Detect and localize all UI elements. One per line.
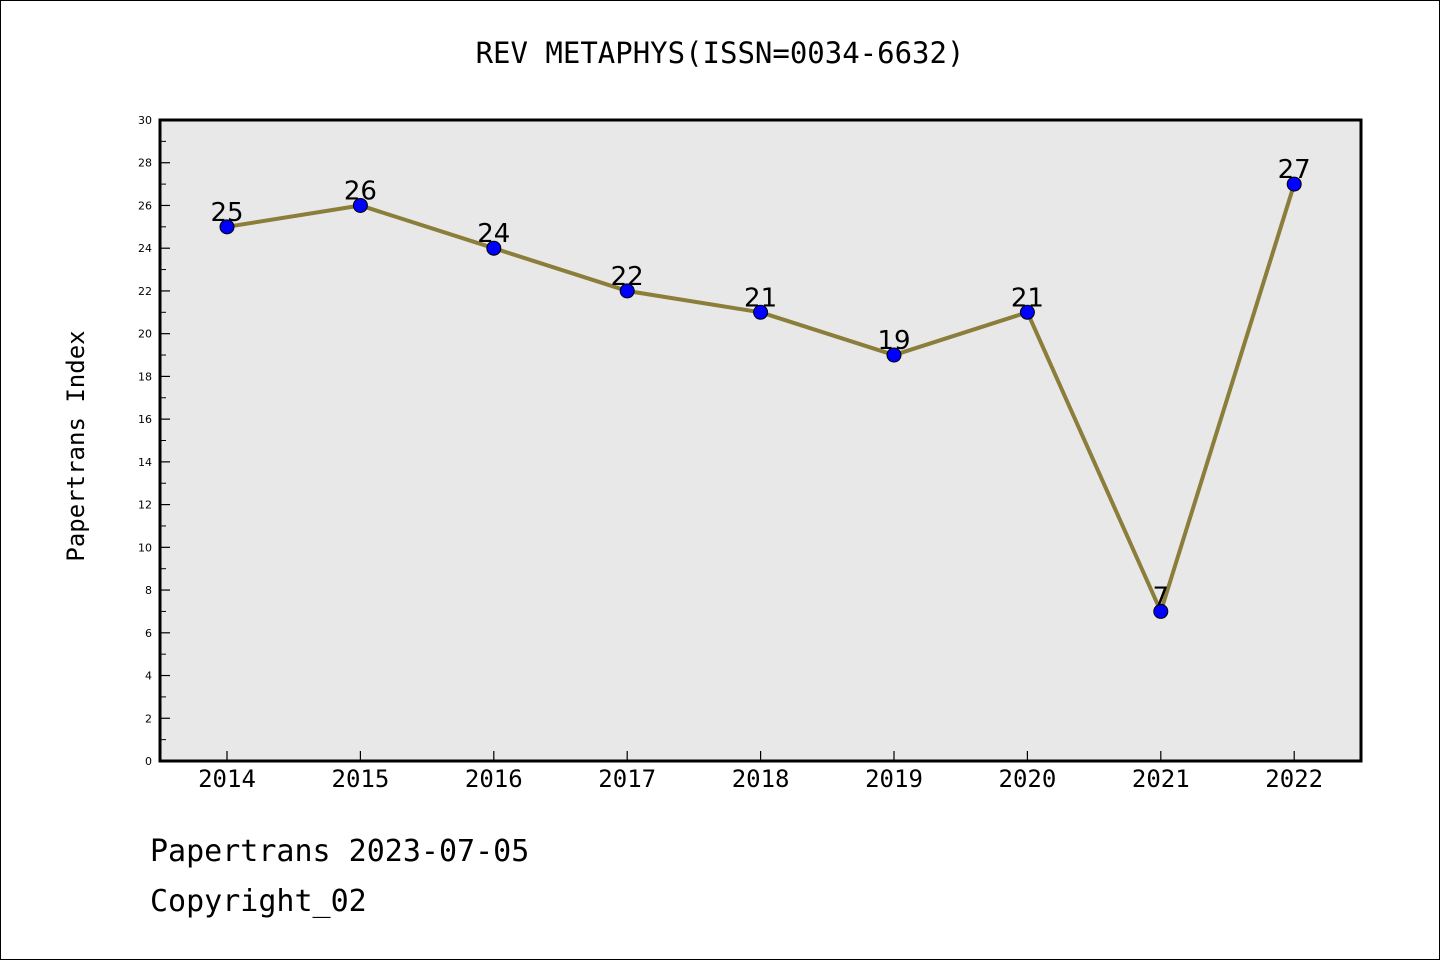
data-label: 7 (1153, 582, 1170, 612)
y-tick-label: 14 (138, 456, 152, 469)
x-tick-label: 2020 (999, 765, 1057, 793)
data-label: 26 (344, 176, 377, 206)
y-tick-label: 26 (138, 199, 152, 212)
x-tick-label: 2014 (198, 765, 256, 793)
x-tick-label: 2019 (865, 765, 923, 793)
y-tick-label: 24 (138, 242, 152, 255)
data-label: 21 (744, 283, 777, 313)
data-point (1286, 176, 1302, 192)
data-point (753, 304, 769, 320)
y-tick-label: 6 (145, 627, 152, 640)
x-tick-label: 2015 (332, 765, 390, 793)
y-tick-label: 30 (138, 114, 152, 127)
x-tick-label: 2021 (1132, 765, 1190, 793)
data-label: 24 (477, 219, 510, 249)
data-label: 25 (210, 198, 243, 228)
x-tick-label: 2016 (465, 765, 523, 793)
data-point (1019, 304, 1035, 320)
y-tick-label: 10 (138, 541, 152, 554)
y-tick-label: 18 (138, 370, 152, 383)
y-tick-label: 4 (145, 670, 152, 683)
data-point (486, 240, 502, 256)
y-tick-label: 2 (145, 712, 152, 725)
data-point (219, 219, 235, 235)
y-tick-label: 0 (145, 755, 152, 768)
data-label: 21 (1011, 283, 1044, 313)
x-tick-label: 2017 (598, 765, 656, 793)
data-label: 22 (611, 262, 644, 292)
data-point (886, 347, 902, 363)
data-point (1153, 603, 1169, 619)
chart-title: REV METAPHYS(ISSN=0034-6632) (475, 36, 965, 70)
data-point (619, 283, 635, 299)
plot-area (158, 118, 1363, 763)
y-tick-label: 8 (145, 584, 152, 597)
footer-date: Papertrans 2023-07-05 (150, 834, 530, 869)
y-tick-label: 16 (138, 413, 152, 426)
footer-copyright: Copyright_02 (150, 884, 367, 919)
y-tick-label: 20 (138, 328, 152, 341)
y-tick-label: 22 (138, 285, 152, 298)
data-label: 27 (1278, 155, 1311, 185)
data-label: 19 (877, 326, 910, 356)
y-tick-label: 28 (138, 157, 152, 170)
x-tick-label: 2018 (732, 765, 790, 793)
y-tick-label: 12 (138, 499, 152, 512)
data-point (352, 197, 368, 213)
x-axis: 2014 2015 2016 2017 2018 2019 2020 2021 2022 (198, 751, 1323, 793)
series-papertrans-index: 25 26 24 22 21 19 21 7 27 (210, 155, 1311, 619)
x-tick-label: 2022 (1265, 765, 1323, 793)
